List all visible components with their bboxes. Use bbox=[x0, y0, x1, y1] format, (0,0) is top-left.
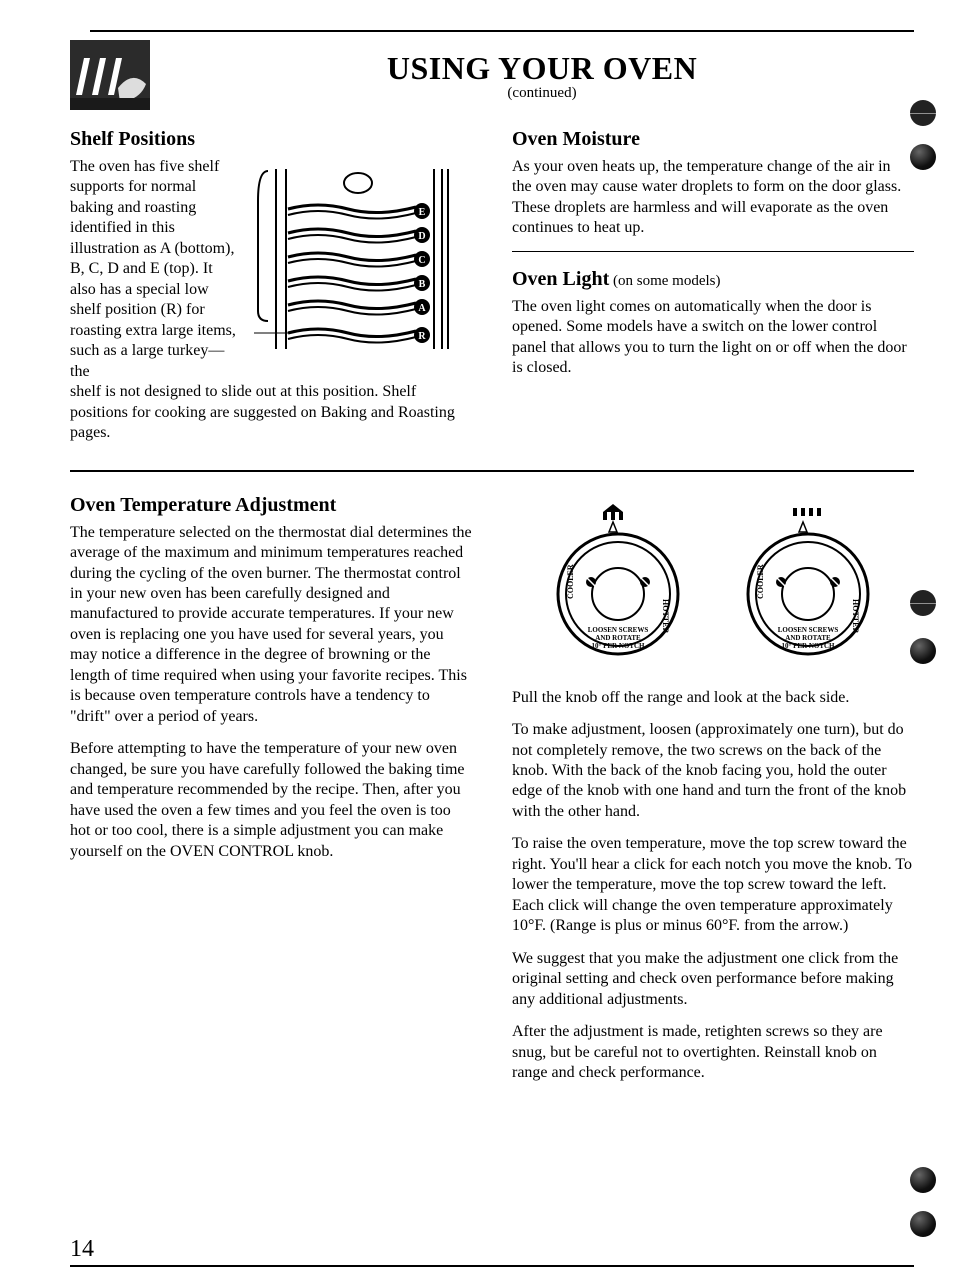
svg-text:LOOSEN SCREWS: LOOSEN SCREWS bbox=[778, 626, 839, 634]
lower-columns: Oven Temperature Adjustment The temperat… bbox=[70, 494, 914, 1096]
punch-dot bbox=[910, 1211, 936, 1237]
svg-text:A: A bbox=[418, 303, 426, 314]
svg-text:AND ROTATE: AND ROTATE bbox=[595, 634, 641, 642]
svg-text:R: R bbox=[418, 331, 426, 342]
knob-para1: Pull the knob off the range and look at … bbox=[512, 688, 914, 708]
punch-dots-mid bbox=[910, 590, 936, 664]
knob-icon: COOLER HOTTER LOOSEN SCREWS AND ROTATE 1… bbox=[733, 504, 883, 674]
page: USING YOUR OVEN (continued) Shelf Positi… bbox=[0, 0, 954, 1287]
punch-dot bbox=[910, 638, 936, 664]
temp-para1: The temperature selected on the thermost… bbox=[70, 523, 472, 728]
punch-dots-bot bbox=[910, 1167, 936, 1237]
col-right-lower: COOLER HOTTER LOOSEN SCREWS AND ROTATE 1… bbox=[512, 494, 914, 1096]
svg-text:C: C bbox=[418, 255, 425, 266]
col-left: Shelf Positions The oven has five shelf … bbox=[70, 128, 472, 456]
temp-heading: Oven Temperature Adjustment bbox=[70, 494, 472, 517]
svg-text:10° PER NOTCH: 10° PER NOTCH bbox=[592, 642, 646, 650]
temp-para2: Before attempting to have the temperatur… bbox=[70, 739, 472, 862]
col-left-lower: Oven Temperature Adjustment The temperat… bbox=[70, 494, 472, 1096]
light-heading-text: Oven Light bbox=[512, 268, 609, 290]
knob-figure-row: COOLER HOTTER LOOSEN SCREWS AND ROTATE 1… bbox=[512, 504, 914, 674]
knob-para2: To make adjustment, loosen (approximatel… bbox=[512, 720, 914, 822]
svg-text:COOLER: COOLER bbox=[756, 564, 765, 599]
moisture-heading: Oven Moisture bbox=[512, 128, 914, 151]
svg-text:AND ROTATE: AND ROTATE bbox=[785, 634, 831, 642]
svg-text:D: D bbox=[418, 231, 425, 242]
svg-text:HOTTER: HOTTER bbox=[851, 599, 860, 633]
col-right: Oven Moisture As your oven heats up, the… bbox=[512, 128, 914, 456]
svg-text:10° PER NOTCH: 10° PER NOTCH bbox=[782, 642, 836, 650]
svg-text:E: E bbox=[419, 207, 426, 218]
punch-dot bbox=[910, 1167, 936, 1193]
upper-columns: Shelf Positions The oven has five shelf … bbox=[70, 128, 914, 456]
punch-dot bbox=[910, 144, 936, 170]
mid-rule bbox=[70, 470, 914, 472]
logo-icon bbox=[70, 40, 150, 110]
header: USING YOUR OVEN (continued) bbox=[70, 40, 914, 110]
shelf-para-lead: The oven has five shelf supports for nor… bbox=[70, 157, 240, 382]
shelf-block: The oven has five shelf supports for nor… bbox=[70, 157, 472, 382]
knob-para5: After the adjustment is made, retighten … bbox=[512, 1022, 914, 1083]
punch-dot bbox=[910, 590, 936, 616]
punch-dots-top bbox=[910, 100, 936, 170]
page-title: USING YOUR OVEN bbox=[170, 50, 914, 87]
light-heading: Oven Light (on some models) bbox=[512, 268, 914, 291]
knob-para4: We suggest that you make the adjustment … bbox=[512, 949, 914, 1010]
punch-dot bbox=[910, 100, 936, 126]
light-para: The oven light comes on automatically wh… bbox=[512, 297, 914, 379]
shelf-figure: E D C B A R bbox=[248, 157, 472, 382]
knob-para3: To raise the oven temperature, move the … bbox=[512, 834, 914, 936]
moisture-para: As your oven heats up, the temperature c… bbox=[512, 157, 914, 239]
svg-text:COOLER: COOLER bbox=[566, 564, 575, 599]
light-subnote: (on some models) bbox=[609, 273, 720, 289]
top-rule bbox=[90, 30, 914, 32]
shelf-para-tail: shelf is not designed to slide out at th… bbox=[70, 382, 472, 443]
divider bbox=[512, 251, 914, 252]
svg-text:LOOSEN SCREWS: LOOSEN SCREWS bbox=[588, 626, 649, 634]
knob-icon: COOLER HOTTER LOOSEN SCREWS AND ROTATE 1… bbox=[543, 504, 693, 674]
title-block: USING YOUR OVEN (continued) bbox=[170, 40, 914, 102]
svg-text:HOTTER: HOTTER bbox=[661, 599, 670, 633]
shelf-lead-text: The oven has five shelf supports for nor… bbox=[70, 157, 240, 382]
svg-text:B: B bbox=[419, 279, 426, 290]
continued-label: (continued) bbox=[170, 85, 914, 102]
shelf-heading: Shelf Positions bbox=[70, 128, 472, 151]
